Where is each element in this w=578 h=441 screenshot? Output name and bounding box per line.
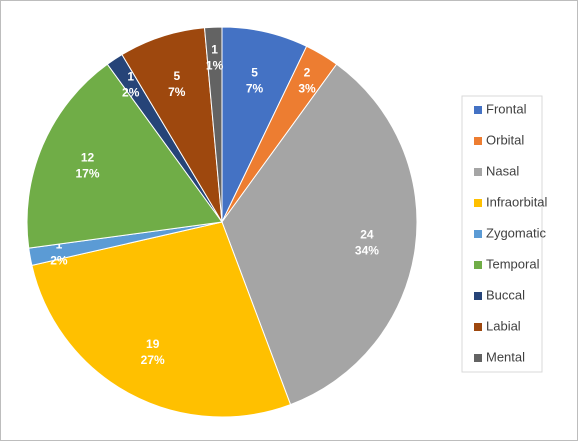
legend-label: Buccal bbox=[486, 287, 525, 302]
legend-swatch bbox=[474, 354, 482, 362]
legend-label: Mental bbox=[486, 349, 525, 364]
slice-value-label: 19 bbox=[146, 337, 160, 351]
slice-value-label: 5 bbox=[173, 69, 180, 83]
slice-percent-label: 3% bbox=[298, 82, 316, 96]
legend-label: Labial bbox=[486, 318, 521, 333]
slice-value-label: 1 bbox=[127, 70, 134, 84]
slice-percent-label: 7% bbox=[246, 81, 264, 95]
slice-value-label: 2 bbox=[304, 66, 311, 80]
slice-percent-label: 2% bbox=[50, 254, 68, 268]
legend-label: Infraorbital bbox=[486, 194, 548, 209]
legend-label: Zygomatic bbox=[486, 225, 546, 240]
legend-swatch bbox=[474, 106, 482, 114]
legend-swatch bbox=[474, 168, 482, 176]
slice-percent-label: 17% bbox=[76, 167, 100, 181]
slice-value-label: 1 bbox=[56, 238, 63, 252]
legend-label: Nasal bbox=[486, 163, 519, 178]
slice-value-label: 24 bbox=[360, 228, 374, 242]
legend-swatch bbox=[474, 137, 482, 145]
slice-percent-label: 2% bbox=[122, 86, 140, 100]
slice-percent-label: 7% bbox=[168, 85, 186, 99]
slice-value-label: 12 bbox=[81, 151, 95, 165]
pie-slice bbox=[26, 63, 223, 249]
slice-percent-label: 27% bbox=[141, 353, 165, 367]
pie-slice bbox=[203, 26, 223, 223]
legend-label: Temporal bbox=[486, 256, 540, 271]
legend-swatch bbox=[474, 199, 482, 207]
legend-label: Orbital bbox=[486, 132, 524, 147]
slice-percent-label: 1% bbox=[206, 58, 224, 72]
legend-swatch bbox=[474, 323, 482, 331]
legend-swatch bbox=[474, 292, 482, 300]
legend-label: Frontal bbox=[486, 101, 527, 116]
pie-slice bbox=[221, 63, 418, 406]
slice-value-label: 5 bbox=[251, 65, 258, 79]
slice-value-label: 1 bbox=[211, 42, 218, 56]
pie-slice bbox=[31, 221, 292, 418]
slice-percent-label: 34% bbox=[355, 244, 379, 258]
legend-swatch bbox=[474, 230, 482, 238]
legend-swatch bbox=[474, 261, 482, 269]
